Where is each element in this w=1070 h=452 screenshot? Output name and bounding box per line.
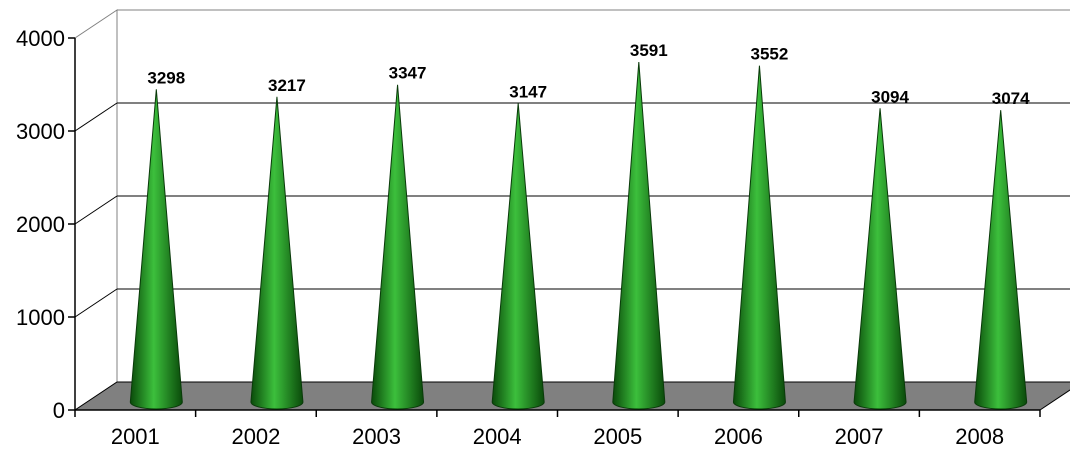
axes <box>68 37 1041 417</box>
y-tick-label-2000: 2000 <box>16 212 65 237</box>
cone-2008 <box>974 110 1028 410</box>
data-label-2005: 3591 <box>630 41 668 60</box>
cone-2003 <box>371 84 425 410</box>
cone-2001 <box>129 89 183 410</box>
cone-2004 <box>491 103 545 410</box>
cone-series <box>129 61 1028 410</box>
gridlines <box>74 102 1070 318</box>
data-label-2008: 3074 <box>992 89 1030 108</box>
data-label-2004: 3147 <box>509 82 547 101</box>
gridline-side-2000 <box>74 195 118 225</box>
x-tick-label-2003: 2003 <box>352 424 401 447</box>
x-tick-label-2005: 2005 <box>593 424 642 447</box>
cone-2006 <box>732 65 786 410</box>
cone-2002 <box>250 96 304 410</box>
y-tick-label-0: 0 <box>53 398 65 423</box>
y-tick-label-3000: 3000 <box>16 119 65 144</box>
data-label-2001: 3298 <box>147 68 185 87</box>
data-label-2003: 3347 <box>389 64 427 83</box>
gridline-side-3000 <box>74 102 118 132</box>
x-tick-label-2007: 2007 <box>835 424 884 447</box>
x-tick-label-2004: 2004 <box>473 424 522 447</box>
cone-2007 <box>853 108 907 410</box>
y-tick-label-4000: 4000 <box>16 26 65 51</box>
y-tick-label-1000: 1000 <box>16 305 65 330</box>
cone-2005 <box>612 61 666 410</box>
x-tick-label-2008: 2008 <box>955 424 1004 447</box>
data-labels: 3298 3217 3347 3147 3591 3552 3094 3074 <box>147 41 1030 108</box>
x-tick-label-2006: 2006 <box>714 424 763 447</box>
chart-walls <box>74 9 1070 411</box>
data-label-2007: 3094 <box>871 87 909 106</box>
x-axis-tick-labels: 2001 2002 2003 2004 2005 2006 2007 2008 <box>111 424 1004 449</box>
gridline-side-1000 <box>74 288 118 318</box>
floor-plane <box>73 381 1070 411</box>
x-tick-label-2002: 2002 <box>231 424 280 447</box>
chart-floor <box>73 381 1070 411</box>
y-axis-tick-labels: 0 1000 2000 3000 4000 <box>16 26 65 423</box>
x-tick-label-2001: 2001 <box>111 424 160 447</box>
data-label-2006: 3552 <box>751 45 789 64</box>
data-label-2002: 3217 <box>268 76 306 95</box>
